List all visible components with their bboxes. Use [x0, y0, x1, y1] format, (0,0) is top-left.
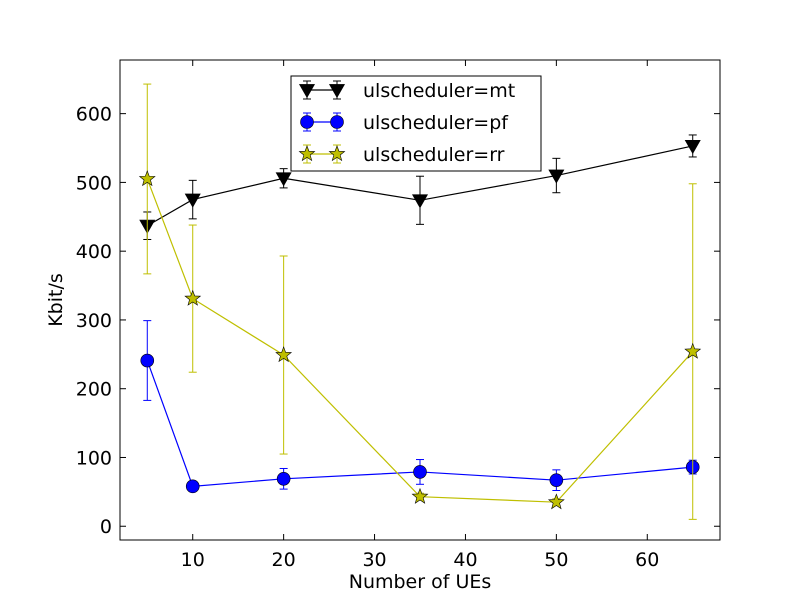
y-tick-label: 200: [76, 379, 112, 401]
data-point: [184, 289, 202, 306]
y-tick-label: 400: [76, 241, 112, 263]
data-point: [185, 479, 200, 494]
series-line: [146, 360, 693, 487]
plot-frame: [119, 59, 721, 541]
legend-label: ulscheduler=rr: [363, 144, 505, 166]
legend-marker: [300, 115, 314, 129]
legend-marker: [298, 145, 316, 162]
x-tick-label: 40: [453, 549, 477, 571]
x-tick-label: 30: [362, 549, 386, 571]
legend-entry: ulscheduler=pf: [300, 112, 509, 134]
legend-label: ulscheduler=pf: [363, 112, 509, 134]
series-line: [146, 145, 693, 227]
legend: ulscheduler=mt ulscheduler=pf ulscheduler=…: [290, 75, 542, 172]
y-tick-label: 500: [76, 172, 112, 194]
data-point: [276, 471, 291, 486]
series-0: [139, 134, 701, 240]
legend-marker: [328, 84, 346, 99]
x-tick-label: 60: [635, 549, 659, 571]
legend-marker: [328, 145, 346, 162]
series-line: [146, 178, 694, 503]
series-2: [138, 83, 702, 520]
data-point: [275, 172, 292, 187]
plot-area: [138, 83, 702, 520]
data-point: [547, 493, 565, 510]
y-tick-label: 300: [76, 310, 112, 332]
data-point: [684, 140, 701, 155]
series-1: [140, 320, 700, 494]
x-axis-label: Number of UEs: [349, 571, 492, 593]
legend-marker: [298, 84, 316, 99]
data-point: [413, 465, 427, 479]
data-point: [549, 473, 564, 487]
data-point: [684, 342, 702, 359]
y-tick-label: 0: [100, 516, 112, 538]
x-tick-label: 10: [181, 549, 205, 571]
y-axis-label: Kbit/s: [45, 273, 67, 327]
data-point: [184, 193, 201, 208]
data-point: [275, 346, 293, 363]
x-axis: 10 20 30 40 50 60: [181, 60, 659, 571]
y-tick-label: 600: [76, 104, 112, 126]
legend-label: ulscheduler=mt: [363, 80, 515, 102]
data-point: [411, 194, 429, 209]
data-point: [548, 169, 565, 184]
legend-entry: ulscheduler=rr: [298, 144, 505, 166]
legend-marker: [330, 115, 344, 129]
legend-entry: ulscheduler=mt: [298, 80, 515, 102]
data-point: [411, 487, 429, 504]
data-point: [138, 170, 156, 187]
y-axis: 0 100 200 300 400 500 600: [76, 104, 720, 538]
x-tick-label: 50: [544, 549, 568, 571]
y-tick-label: 100: [76, 447, 112, 469]
x-tick-label: 20: [272, 549, 296, 571]
data-point: [140, 353, 155, 368]
